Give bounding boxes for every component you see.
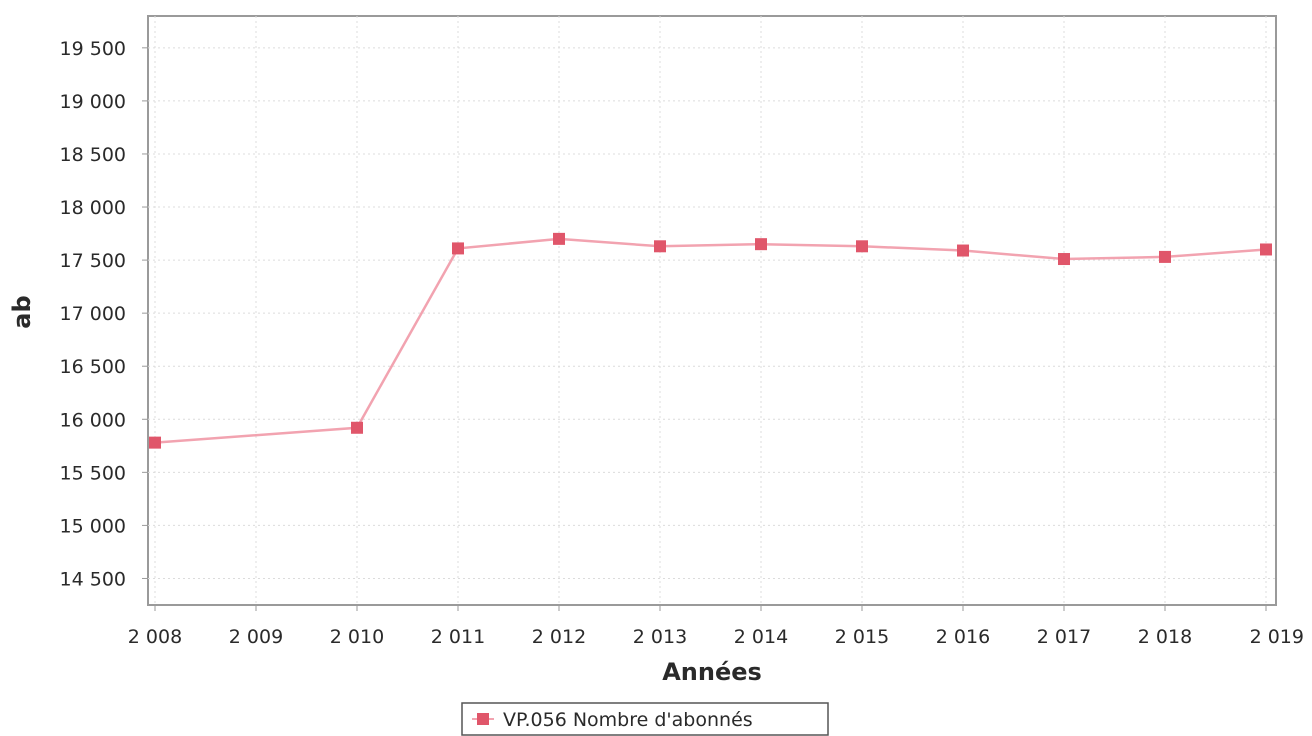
data-point [1260,243,1272,256]
y-tick-label: 16 000 [60,409,126,431]
data-point [149,436,161,449]
y-tick-label: 19 000 [60,91,126,113]
x-tick-label: 2 017 [1037,626,1091,648]
x-axis-ticks: 2 008 2 009 2 010 2 011 2 012 2 013 2 014 2 015… [128,605,1304,648]
plot-area [147,15,1277,606]
data-point [452,242,464,255]
x-tick-label: 2 016 [936,626,990,648]
legend: VP.056 Nombre d'abonnés [461,702,829,736]
legend-box [461,702,829,736]
x-tick-label: 2 019 [1250,626,1304,648]
y-tick-label: 15 500 [60,462,126,484]
y-tick-label: 19 500 [60,38,126,60]
y-tick-label: 17 500 [60,250,126,272]
data-point [755,238,767,251]
data-point [1159,250,1171,263]
data-point [1058,253,1070,266]
y-axis-ticks: 14 500 15 000 15 500 16 000 16 500 17 000 17 5… [60,38,148,590]
grid-lines [148,16,1276,605]
y-tick-label: 18 000 [60,197,126,219]
x-axis-title: Années [662,658,762,686]
x-tick-label: 2 015 [835,626,889,648]
x-tick-label: 2 011 [431,626,485,648]
data-point [856,240,868,253]
data-point [654,240,666,253]
series-group [149,232,1272,449]
x-tick-label: 2 012 [532,626,586,648]
x-tick-label: 2 018 [1138,626,1192,648]
data-point [351,421,363,434]
y-tick-label: 15 000 [60,515,126,537]
x-tick-label: 2 014 [734,626,788,648]
y-axis-title: ab [8,295,36,328]
y-tick-label: 14 500 [60,568,126,590]
x-tick-label: 2 013 [633,626,687,648]
data-point [957,244,969,257]
data-point [553,232,565,245]
legend-marker-swatch [477,713,489,725]
y-tick-label: 17 000 [60,303,126,325]
x-tick-label: 2 010 [330,626,384,648]
x-tick-label: 2 009 [229,626,283,648]
legend-label: VP.056 Nombre d'abonnés [503,709,753,731]
y-tick-label: 18 500 [60,144,126,166]
y-tick-label: 16 500 [60,356,126,378]
x-tick-label: 2 008 [128,626,182,648]
